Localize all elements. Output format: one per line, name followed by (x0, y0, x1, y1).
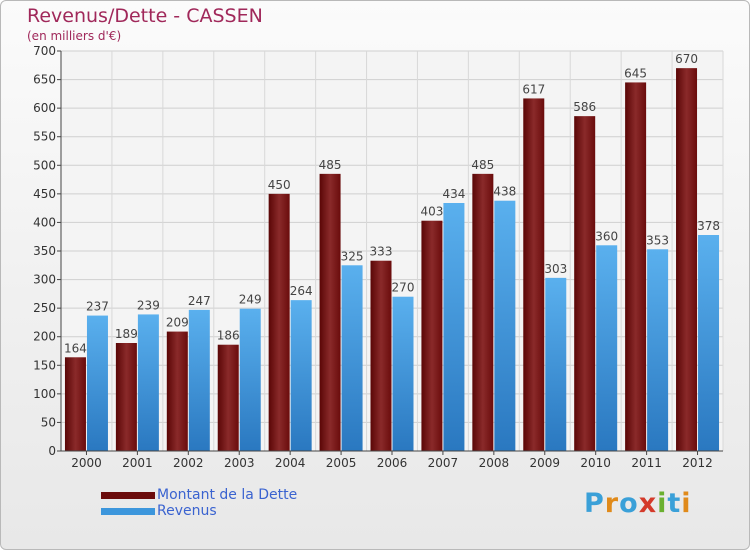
data-label-revenus: 303 (544, 262, 567, 276)
logo-letter: i (657, 488, 668, 519)
data-label-revenus: 353 (646, 233, 669, 247)
y-tick-label: 650 (33, 73, 56, 87)
x-tick-label: 2001 (122, 456, 153, 470)
y-tick-label: 50 (41, 415, 56, 429)
y-tick-label: 600 (33, 101, 56, 115)
x-tick-label: 2012 (682, 456, 713, 470)
bar-debt (370, 260, 392, 451)
bar-revenus (596, 245, 618, 451)
data-label-revenus: 434 (442, 187, 465, 201)
data-label-debt: 209 (166, 316, 189, 330)
logo-letter: o (619, 488, 639, 519)
data-label-debt: 164 (64, 341, 87, 355)
bar-debt (319, 173, 341, 451)
bar-debt (676, 68, 698, 452)
data-label-revenus: 360 (595, 229, 618, 243)
bar-revenus (188, 309, 210, 451)
data-label-revenus: 247 (188, 294, 211, 308)
bar-debt (421, 220, 443, 451)
y-tick-label: 350 (33, 244, 56, 258)
data-label-revenus: 438 (493, 185, 516, 199)
x-tick-label: 2009 (529, 456, 560, 470)
bar-debt (64, 357, 86, 451)
data-label-debt: 403 (420, 205, 443, 219)
bar-debt (166, 331, 188, 451)
data-label-debt: 189 (115, 327, 138, 341)
bar-debt (115, 343, 137, 451)
legend-swatch-revenus (101, 507, 155, 515)
x-tick-label: 2011 (631, 456, 662, 470)
x-tick-label: 2003 (224, 456, 255, 470)
data-label-revenus: 264 (290, 284, 313, 298)
y-tick-label: 0 (48, 444, 56, 458)
bar-revenus (86, 315, 108, 451)
data-label-revenus: 237 (86, 300, 109, 314)
bar-revenus (443, 203, 465, 451)
legend-label-debt: Montant de la Dette (157, 487, 298, 503)
bar-revenus (494, 200, 516, 451)
data-label-revenus: 378 (697, 219, 720, 233)
data-label-revenus: 249 (239, 293, 262, 307)
data-label-revenus: 270 (392, 281, 415, 295)
bar-debt (574, 116, 596, 452)
data-label-revenus: 325 (341, 249, 364, 263)
x-tick-label: 2006 (377, 456, 408, 470)
bar-revenus (647, 249, 669, 451)
bar-debt (217, 344, 239, 451)
x-tick-label: 2000 (71, 456, 102, 470)
legend-item-revenus: Revenus (101, 503, 297, 519)
x-tick-label: 2004 (275, 456, 306, 470)
bar-debt (268, 193, 290, 451)
data-label-debt: 586 (573, 100, 596, 114)
legend: Montant de la Dette Revenus (101, 487, 297, 519)
bar-debt (523, 98, 545, 451)
y-tick-label: 500 (33, 158, 56, 172)
y-tick-label: 250 (33, 301, 56, 315)
legend-label-revenus: Revenus (157, 503, 217, 519)
proxiti-logo: Proxiti (584, 488, 692, 519)
x-tick-label: 2002 (173, 456, 204, 470)
logo-letter: P (584, 488, 605, 519)
y-tick-label: 700 (33, 44, 56, 58)
chart-subtitle: (en milliers d'€) (27, 29, 122, 43)
bar-debt (625, 82, 647, 451)
bar-revenus (392, 296, 414, 451)
legend-item-debt: Montant de la Dette (101, 487, 297, 503)
data-label-debt: 186 (217, 329, 240, 343)
y-tick-label: 300 (33, 273, 56, 287)
logo-letter: x (638, 488, 658, 519)
x-tick-label: 2008 (479, 456, 510, 470)
data-label-debt: 485 (319, 158, 342, 172)
y-tick-label: 150 (33, 358, 56, 372)
x-tick-label: 2010 (580, 456, 611, 470)
bar-revenus (137, 314, 159, 451)
data-label-debt: 485 (471, 158, 494, 172)
x-tick-label: 2007 (428, 456, 459, 470)
data-label-debt: 617 (522, 82, 545, 96)
bar-revenus (239, 308, 261, 451)
x-tick-label: 2005 (326, 456, 357, 470)
data-label-debt: 670 (675, 52, 698, 66)
y-tick-label: 100 (33, 387, 56, 401)
chart-title: Revenus/Dette - CASSEN (27, 5, 263, 27)
y-tick-label: 550 (33, 130, 56, 144)
bar-revenus (698, 235, 720, 451)
logo-letter: r (604, 488, 620, 519)
y-tick-label: 400 (33, 215, 56, 229)
y-tick-label: 450 (33, 187, 56, 201)
legend-swatch-debt (101, 491, 155, 499)
bar-debt (472, 173, 494, 451)
bar-revenus (545, 277, 567, 451)
y-tick-label: 200 (33, 330, 56, 344)
logo-letter: t (667, 488, 682, 519)
data-label-revenus: 239 (137, 298, 160, 312)
data-label-debt: 450 (268, 178, 291, 192)
logo-letter: i (681, 488, 692, 519)
bar-revenus (290, 300, 312, 451)
data-label-debt: 645 (624, 66, 647, 80)
bar-revenus (341, 265, 363, 451)
data-label-debt: 333 (370, 245, 393, 259)
